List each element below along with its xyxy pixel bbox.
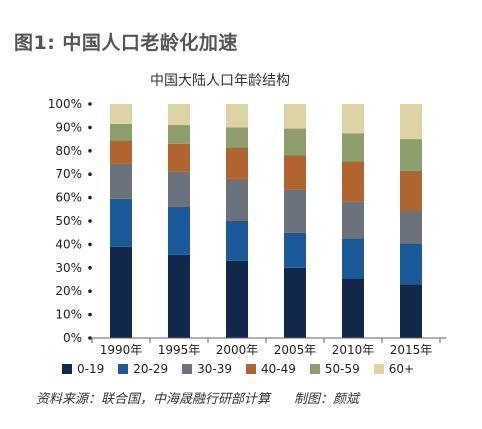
y-tick-label: 30% (55, 261, 82, 275)
y-tick-label: 10% (55, 308, 82, 322)
bar-segment-20-29 (284, 232, 306, 268)
x-tick-label: 2015年 (390, 343, 433, 357)
bar-segment-0-19 (400, 284, 422, 338)
y-tick-label: 100% (48, 97, 82, 111)
bar-segment-30-39 (110, 163, 132, 199)
bar-segment-50-59 (110, 123, 132, 141)
bar-segment-20-29 (226, 221, 248, 261)
legend-label: 60+ (388, 362, 415, 376)
y-tick-label: 70% (55, 167, 82, 181)
legend-label: 0-19 (77, 362, 105, 376)
y-tick-mark (88, 266, 92, 270)
x-axis: 1990年 1995年 2000年 2005年 2010年 2015年 (91, 338, 441, 357)
bar-segment-60+ (284, 104, 306, 129)
bar-segment-0-19 (284, 267, 306, 338)
y-tick-mark (88, 149, 92, 153)
legend-label: 30-39 (197, 362, 232, 376)
bar-segment-40-49 (284, 155, 306, 190)
legend-swatch (62, 364, 72, 374)
y-tick-label: 50% (55, 214, 82, 228)
legend-label: 40-49 (260, 362, 296, 376)
bar-segment-60+ (168, 104, 190, 126)
bar-segment-60+ (226, 104, 248, 128)
bar-segment-50-59 (168, 125, 190, 144)
bar-segment-40-49 (400, 170, 422, 211)
bar-segment-50-59 (284, 128, 306, 156)
bar-segment-40-49 (342, 161, 364, 202)
bar-segment-30-39 (168, 171, 190, 207)
bar-segment-0-19 (342, 278, 364, 338)
legend: 0-19 20-29 30-39 40-49 50-59 60+ (62, 362, 414, 376)
bar-segment-30-39 (400, 210, 422, 244)
y-tick-label: 90% (55, 120, 82, 134)
bar-segment-40-49 (110, 140, 132, 164)
bar-segment-50-59 (400, 139, 422, 171)
legend-item-0-19: 0-19 (62, 362, 104, 376)
x-tick-label: 2010年 (332, 343, 375, 357)
legend-swatch (309, 364, 320, 374)
stacked-bar-chart: 0%10%20%30%40%50%60%70%80%90%100% 1990年 1… (48, 97, 446, 357)
bar-segment-30-39 (342, 201, 364, 239)
bar-segment-50-59 (226, 127, 248, 148)
y-axis: 0% 10% 20% 30% 40% 50% 60% 70% 80% 90% 100% (48, 97, 92, 345)
bar-segment-20-29 (168, 206, 190, 255)
y-tick-label: 60% (55, 191, 82, 205)
y-tick-mark (88, 242, 92, 247)
source-text: 资料来源：联合国，中海晟融行研部计算 (36, 392, 271, 407)
y-tick-mark (88, 195, 92, 200)
bar-segment-20-29 (342, 238, 364, 279)
y-tick-label: 20% (55, 284, 82, 298)
legend-swatch (245, 364, 256, 374)
bars (110, 104, 422, 338)
legend-item-40-49: 40-49 (245, 362, 296, 376)
bar-segment-30-39 (226, 178, 248, 221)
legend-item-60+: 60+ (373, 362, 415, 376)
y-tick-label: 0% (63, 331, 82, 345)
bar-segment-40-49 (226, 147, 248, 179)
bar-segment-40-49 (168, 143, 190, 172)
legend-swatch (373, 364, 384, 374)
y-tick-mark (88, 312, 92, 317)
bar-segment-30-39 (284, 189, 306, 233)
x-tick-label: 1995年 (158, 343, 201, 357)
y-tick-label: 80% (55, 144, 82, 158)
bar-segment-50-59 (342, 133, 364, 162)
y-tick-mark (88, 102, 92, 106)
bar-segment-0-19 (226, 260, 248, 338)
legend-item-50-59: 50-59 (309, 362, 360, 376)
bar-segment-0-19 (168, 254, 190, 338)
figure-title: 图1: 中国人口老龄化加速 (14, 32, 238, 54)
legend-label: 50-59 (324, 362, 360, 376)
y-tick-mark (88, 219, 92, 223)
legend-swatch (118, 364, 129, 374)
credit-text: 制图：颜斌 (294, 392, 360, 407)
y-tick-mark (88, 172, 92, 176)
y-tick-mark (88, 289, 92, 294)
bar-segment-60+ (110, 104, 132, 124)
y-tick-label: 40% (55, 237, 82, 251)
y-tick-mark (88, 336, 92, 340)
legend-label: 20-29 (133, 362, 169, 376)
x-tick-label: 2000年 (216, 343, 259, 357)
x-tick-label: 1990年 (100, 343, 143, 357)
legend-item-30-39: 30-39 (182, 362, 232, 376)
chart-title: 中国大陆人口年龄结构 (150, 73, 290, 89)
legend-swatch (182, 364, 193, 374)
x-tick-label: 2005年 (274, 343, 317, 357)
legend-item-20-29: 20-29 (118, 362, 168, 376)
bar-segment-60+ (400, 104, 422, 140)
source-note: 资料来源：联合国，中海晟融行研部计算 制图：颜斌 (36, 388, 359, 407)
bar-segment-60+ (342, 104, 364, 134)
bar-segment-20-29 (400, 243, 422, 285)
y-tick-mark (88, 125, 92, 130)
bar-segment-0-19 (110, 246, 132, 338)
bar-segment-20-29 (110, 198, 132, 247)
